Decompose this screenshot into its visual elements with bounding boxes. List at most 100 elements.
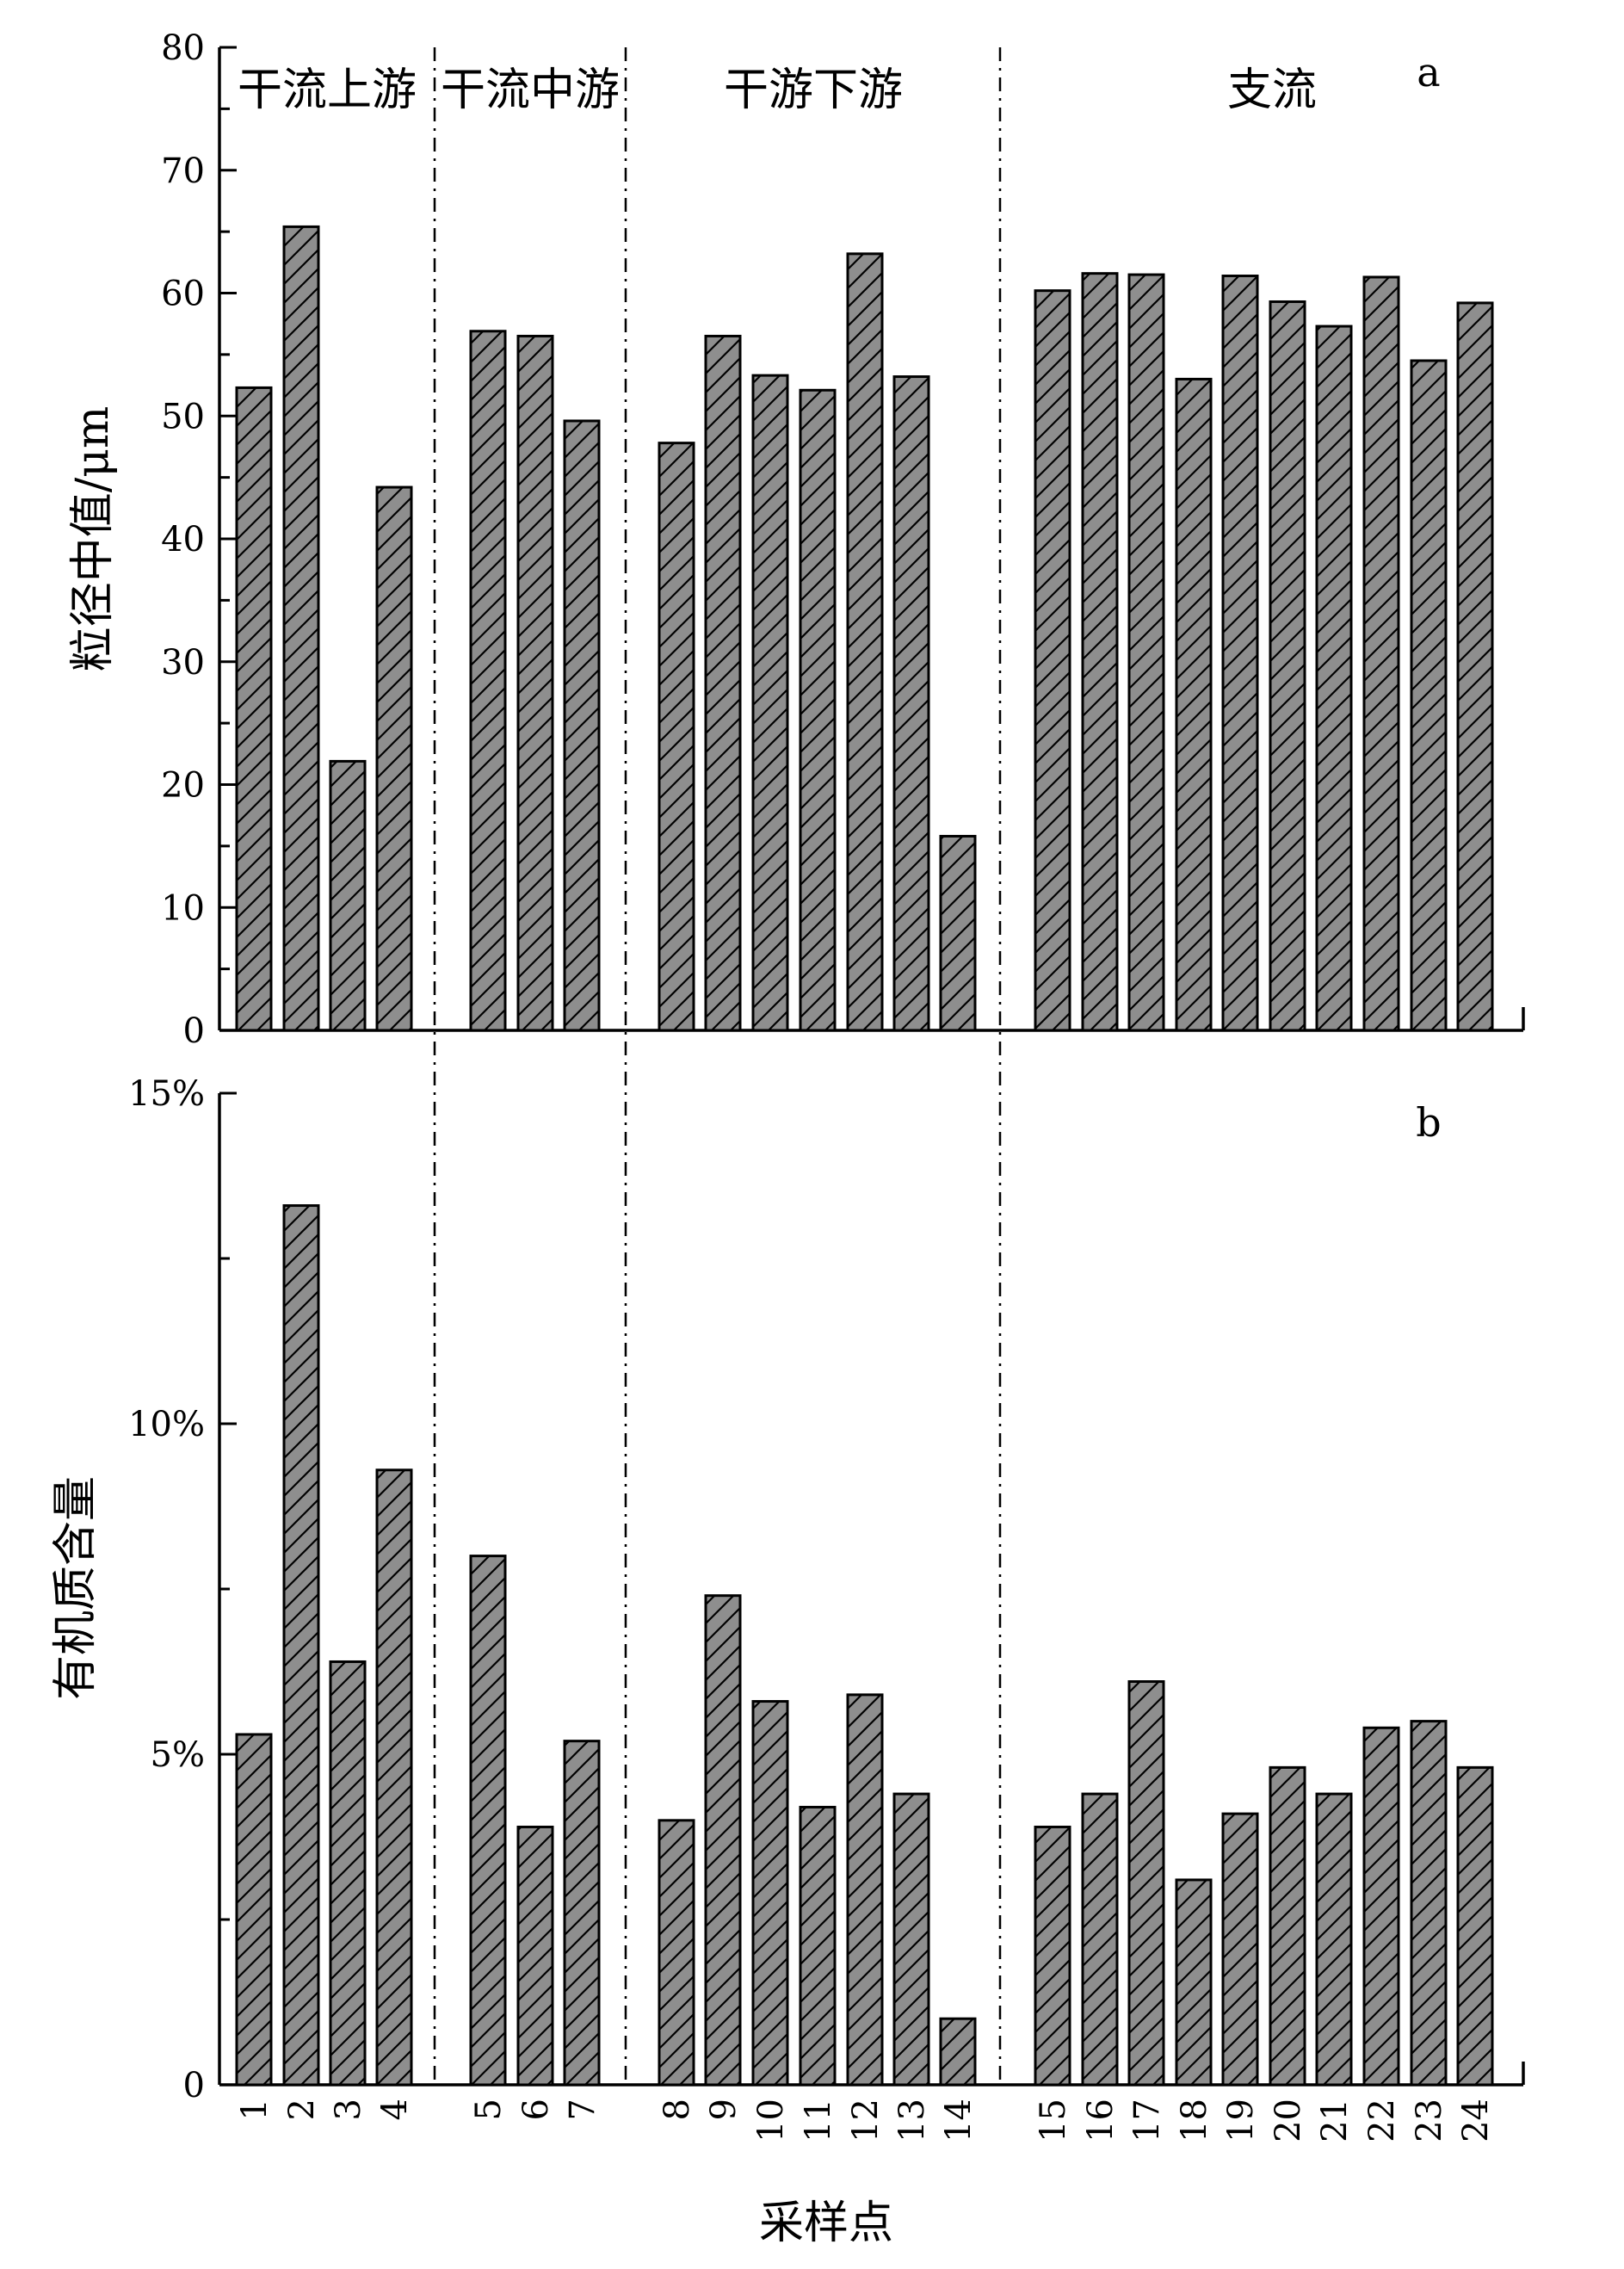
panel-b-bar-6: [516, 1825, 554, 2087]
panel-b-bar-14: [939, 2017, 977, 2087]
panel-b-organic-matter: 05%10%15% 1 2 3 4 5 6 7 8 9 10 11 12 13 14 15 16 17 18 19 2…: [50, 1074, 1525, 2249]
panel-a-bar-1: [235, 386, 273, 1032]
x-tick-label-23: 23: [1410, 2099, 1449, 2142]
panel-a-bar-8: [658, 442, 695, 1032]
region-label-2: 干流中游: [441, 65, 620, 116]
panel-b-bar-4: [375, 1468, 413, 2087]
region-label-1: 干流上游: [238, 65, 417, 116]
panel-b-y-tick-label: 10%: [128, 1405, 205, 1444]
panel-a-bar-18: [1175, 377, 1213, 1032]
x-tick-label-20: 20: [1269, 2099, 1308, 2142]
x-tick-label-4: 4: [375, 2099, 415, 2120]
panel-b-bar-22: [1362, 1726, 1400, 2087]
panel-b-bar-2: [282, 1204, 320, 2087]
panel-b-bar-12: [846, 1693, 884, 2087]
panel-b-y-ticks: 0 5% 10% 15%: [128, 1074, 237, 2105]
x-tick-label-8: 8: [658, 2099, 697, 2120]
panel-a-bars: [235, 225, 1494, 1032]
panel-a-y-axis-title: 粒径中值/μm: [67, 406, 119, 672]
panel-b-y-axis-title: 有机质含量: [50, 1476, 102, 1700]
panel-a-bar-22: [1362, 275, 1400, 1032]
panel-a-y-tick-label: 10: [161, 888, 205, 928]
panel-a-bar-4: [375, 485, 413, 1032]
region-dividers: [433, 47, 1002, 2085]
panel-b-bar-23: [1410, 1720, 1448, 2087]
panel-a-region-labels: 干流上游 干流中游 干游下游 支流: [238, 65, 1317, 116]
panel-b-bar-9: [704, 1594, 742, 2087]
panel-a-bar-13: [892, 375, 930, 1032]
panel-a-bar-9: [704, 334, 742, 1032]
x-tick-label-19: 19: [1221, 2099, 1261, 2142]
panel-a-y-tick-label: 0: [183, 1011, 205, 1051]
panel-a-bar-16: [1081, 272, 1119, 1032]
x-tick-label-12: 12: [846, 2099, 886, 2142]
panel-a-bar-14: [939, 834, 977, 1032]
panel-b-bar-16: [1081, 1792, 1119, 2087]
panel-b-y-tick-label: 5%: [151, 1735, 205, 1775]
panel-a-bar-10: [751, 374, 789, 1032]
panel-a-label: a: [1417, 49, 1440, 96]
panel-a-bar-19: [1221, 275, 1259, 1032]
x-tick-label-13: 13: [892, 2099, 932, 2142]
x-tick-label-17: 17: [1127, 2099, 1167, 2142]
panel-a-y-tick-label: 60: [161, 275, 205, 314]
region-label-3: 干游下游: [724, 65, 903, 116]
panel-b-bar-11: [799, 1805, 837, 2087]
x-tick-label-7: 7: [563, 2099, 602, 2120]
panel-a-bar-5: [469, 330, 507, 1032]
x-axis-title: 采样点: [759, 2198, 893, 2249]
x-tick-label-16: 16: [1081, 2099, 1121, 2142]
panel-b-bar-21: [1315, 1792, 1353, 2087]
panel-a-bar-6: [516, 334, 554, 1032]
panel-a-bar-2: [282, 225, 320, 1032]
panel-b-bar-7: [563, 1740, 601, 2087]
panel-a-bar-7: [563, 419, 601, 1032]
panel-a-bar-15: [1034, 289, 1071, 1032]
panel-b-bar-8: [658, 1819, 695, 2087]
panel-b-bar-5: [469, 1555, 507, 2087]
region-label-4: 支流: [1227, 65, 1317, 116]
panel-b-bar-17: [1127, 1680, 1165, 2087]
panel-a-y-tick-label: 70: [161, 151, 205, 191]
panel-a-bar-17: [1127, 273, 1165, 1032]
x-tick-label-22: 22: [1362, 2099, 1402, 2142]
panel-b-y-tick-label: 15%: [128, 1074, 205, 1114]
panel-a-bar-3: [329, 759, 367, 1032]
panel-a-y-tick-label: 50: [161, 397, 205, 436]
x-tick-label-14: 14: [939, 2099, 979, 2142]
x-tick-label-24: 24: [1456, 2099, 1496, 2142]
x-tick-label-5: 5: [469, 2099, 509, 2120]
x-tick-label-3: 3: [329, 2099, 368, 2120]
panel-a-bar-20: [1269, 300, 1306, 1032]
x-axis-tick-labels: 1 2 3 4 5 6 7 8 9 10 11 12 13 14 15 16 17 18 19 20 21 22 23 24: [235, 2099, 1496, 2142]
x-tick-label-1: 1: [235, 2099, 275, 2120]
x-tick-label-15: 15: [1034, 2099, 1073, 2142]
panel-b-bar-19: [1221, 1812, 1259, 2087]
panel-a-y-tick-label: 30: [161, 643, 205, 683]
panel-b-label: b: [1416, 1099, 1441, 1146]
panel-b-y-tick-label: 0: [183, 2066, 205, 2105]
panel-b-bar-15: [1034, 1825, 1071, 2087]
x-tick-label-21: 21: [1315, 2099, 1355, 2142]
x-tick-label-9: 9: [704, 2099, 744, 2120]
x-tick-label-18: 18: [1175, 2099, 1214, 2142]
panel-b-bars: [235, 1204, 1494, 2087]
x-tick-label-2: 2: [282, 2099, 322, 2120]
x-tick-label-11: 11: [799, 2099, 838, 2142]
x-tick-label-10: 10: [751, 2099, 791, 2142]
panel-a-median-grain-size: 0 10 20 30 40 50 60 70 80 干流上游 干流中游 干游下游 支流 a 粒径中值/…: [67, 28, 1525, 1051]
panel-a-y-tick-label: 80: [161, 28, 205, 68]
panel-b-bar-24: [1456, 1765, 1494, 2087]
panel-a-y-ticks: 0 10 20 30 40 50 60 70 80: [161, 28, 237, 1051]
panel-a-y-tick-label: 40: [161, 520, 205, 560]
panel-b-bar-18: [1175, 1878, 1213, 2087]
x-tick-label-6: 6: [516, 2099, 556, 2120]
panel-a-bar-11: [799, 388, 837, 1032]
panel-b-bar-3: [329, 1660, 367, 2087]
panel-b-bar-20: [1269, 1765, 1306, 2087]
panel-a-y-tick-label: 20: [161, 766, 205, 806]
panel-a-bar-12: [846, 252, 884, 1032]
panel-b-bar-1: [235, 1733, 273, 2087]
panel-b-bar-13: [892, 1792, 930, 2087]
